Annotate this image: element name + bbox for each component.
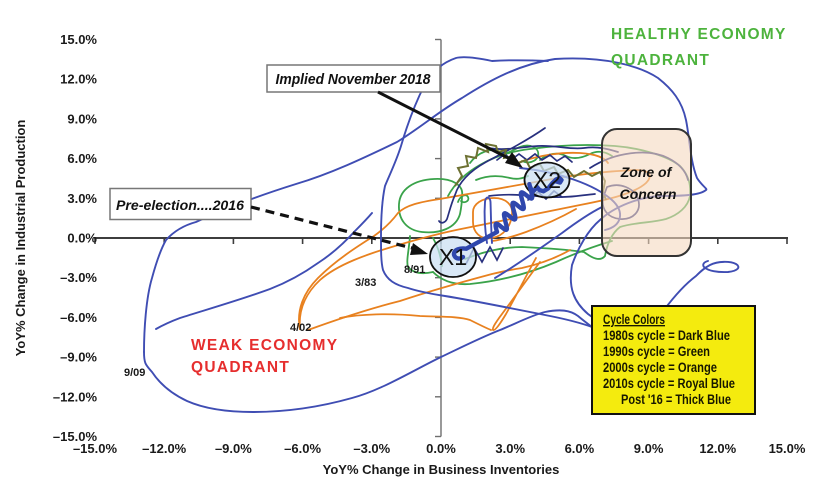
svg-text:Implied November 2018: Implied November 2018: [276, 72, 432, 88]
svg-text:8/91: 8/91: [404, 264, 425, 276]
svg-text:Concern: Concern: [620, 186, 677, 202]
svg-text:12.0%: 12.0%: [60, 72, 97, 87]
svg-text:–9.0%: –9.0%: [60, 350, 97, 365]
svg-text:–12.0%: –12.0%: [53, 389, 98, 404]
svg-text:9/09: 9/09: [124, 367, 145, 379]
svg-text:4/02: 4/02: [290, 322, 311, 334]
svg-text:–3.0%: –3.0%: [60, 270, 97, 285]
svg-text:9.0%: 9.0%: [634, 441, 664, 456]
svg-text:6.0%: 6.0%: [565, 441, 595, 456]
svg-text:12.0%: 12.0%: [699, 441, 736, 456]
svg-text:–9.0%: –9.0%: [215, 441, 252, 456]
svg-text:X1: X1: [439, 244, 467, 270]
svg-text:6.0%: 6.0%: [67, 151, 97, 166]
svg-text:QUADRANT: QUADRANT: [611, 52, 710, 69]
svg-text:HEALTHY ECONOMY: HEALTHY ECONOMY: [611, 26, 787, 43]
svg-text:3/83: 3/83: [355, 277, 376, 289]
svg-text:1990s cycle = Green: 1990s cycle = Green: [603, 344, 710, 359]
svg-text:WEAK ECONOMY: WEAK ECONOMY: [191, 337, 338, 354]
svg-text:Post '16 = Thick Blue: Post '16 = Thick Blue: [621, 392, 731, 407]
svg-text:–15.0%: –15.0%: [73, 441, 118, 456]
svg-text:15.0%: 15.0%: [769, 441, 806, 456]
svg-text:Pre-election....2016: Pre-election....2016: [116, 198, 244, 214]
svg-text:0.0%: 0.0%: [426, 441, 456, 456]
svg-text:–15.0%: –15.0%: [53, 429, 98, 444]
svg-text:3.0%: 3.0%: [495, 441, 525, 456]
svg-text:YoY% Change in Business Invent: YoY% Change in Business Inventories: [323, 462, 560, 477]
svg-text:–12.0%: –12.0%: [142, 441, 187, 456]
svg-text:15.0%: 15.0%: [60, 32, 97, 47]
svg-text:Zone of: Zone of: [620, 164, 673, 180]
svg-text:–6.0%: –6.0%: [284, 441, 321, 456]
svg-text:QUADRANT: QUADRANT: [191, 359, 290, 376]
svg-text:–6.0%: –6.0%: [60, 310, 97, 325]
svg-text:3.0%: 3.0%: [67, 191, 97, 206]
svg-text:X2: X2: [533, 167, 561, 193]
svg-text:0.0%: 0.0%: [67, 231, 97, 246]
svg-text:9.0%: 9.0%: [67, 111, 97, 126]
svg-text:YoY% Change in Industrial Prod: YoY% Change in Industrial Production: [13, 120, 28, 357]
svg-text:–3.0%: –3.0%: [353, 441, 390, 456]
svg-text:2000s cycle = Orange: 2000s cycle = Orange: [603, 360, 717, 375]
svg-text:1980s cycle = Dark Blue: 1980s cycle = Dark Blue: [603, 328, 730, 343]
svg-text:Cycle Colors: Cycle Colors: [603, 312, 665, 327]
svg-text:2010s cycle = Royal Blue: 2010s cycle = Royal Blue: [603, 376, 735, 391]
